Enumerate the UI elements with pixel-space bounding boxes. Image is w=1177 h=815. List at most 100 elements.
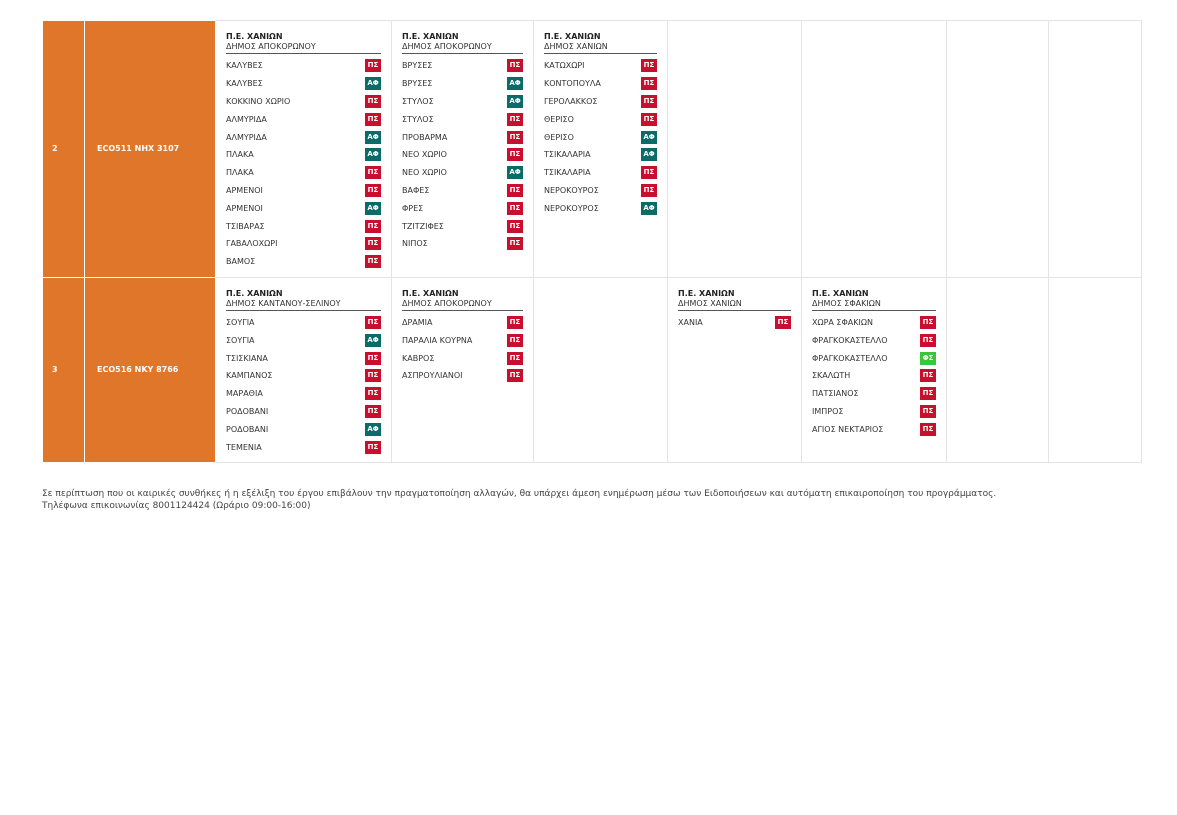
stop-name: ΒΑΦΕΣ <box>402 185 430 195</box>
stop: ΣΟΥΓΙΑ ΑΦ <box>226 331 381 349</box>
service-tag: ΠΣ <box>507 148 523 162</box>
route-group: Π.Ε. ΧΑΝΙΩΝ ΔΗΜΟΣ ΑΠΟΚΟΡΩΝΟΥ ΔΡΑΜΙΑ ΠΣ ΠΑΡΑΛ… <box>402 289 523 385</box>
service-tag: ΠΣ <box>920 422 936 436</box>
stop: ΝΕΟ ΧΩΡΙΟ ΑΦ <box>402 164 523 182</box>
stop: ΣΟΥΓΙΑ ΠΣ <box>226 314 381 332</box>
service-tag: ΠΣ <box>641 59 657 73</box>
municipality: ΔΗΜΟΣ ΧΑΝΙΩΝ <box>678 299 791 311</box>
stop-name: ΒΑΜΟΣ <box>226 257 256 267</box>
service-tag: ΑΦ <box>365 333 381 347</box>
municipality: ΔΗΜΟΣ ΑΠΟΚΟΡΩΝΟΥ <box>402 42 523 54</box>
route-group: Π.Ε. ΧΑΝΙΩΝ ΔΗΜΟΣ ΑΠΟΚΟΡΩΝΟΥ ΒΡΥΣΕΣ ΠΣ ΒΡΥΣΕ… <box>402 32 523 253</box>
service-tag: ΠΣ <box>507 351 523 365</box>
stop-name: ΤΕΜΕΝΙΑ <box>226 442 262 452</box>
service-tag: ΠΣ <box>641 183 657 197</box>
stop: ΚΑΜΠΑΝΟΣ ΠΣ <box>226 367 381 385</box>
service-tag: ΠΣ <box>641 112 657 126</box>
service-tag: ΑΦ <box>365 201 381 215</box>
service-tag: ΠΣ <box>365 59 381 73</box>
service-tag: ΑΦ <box>641 148 657 162</box>
route-group: Π.Ε. ΧΑΝΙΩΝ ΔΗΜΟΣ ΚΑΝΤΑΝΟΥ-ΣΕΛΙΝΟΥ ΣΟΥΓΙΑ Π… <box>226 289 381 456</box>
service-tag: ΠΣ <box>365 351 381 365</box>
service-tag: ΠΣ <box>920 333 936 347</box>
stop: ΦΡΑΓΚΟΚΑΣΤΕΛΛΟ ΠΣ <box>812 331 936 349</box>
service-tag: ΠΣ <box>507 315 523 329</box>
stop-name: ΦΡΑΓΚΟΚΑΣΤΕΛΛΟ <box>812 335 888 345</box>
stop-name: ΔΡΑΜΙΑ <box>402 317 433 327</box>
service-tag: ΠΣ <box>775 315 791 329</box>
stop-name: ΣΤΥΛΟΣ <box>402 114 434 124</box>
service-tag: ΠΣ <box>365 112 381 126</box>
stop: ΚΟΝΤΟΠΟΥΛΑ ΠΣ <box>544 75 657 93</box>
stop-name: ΒΡΥΣΕΣ <box>402 61 433 71</box>
service-tag: ΠΣ <box>920 404 936 418</box>
service-tag: ΠΣ <box>507 219 523 233</box>
stop: ΚΑΛΥΒΕΣ ΠΣ <box>226 57 381 75</box>
schedule-cell <box>667 20 802 278</box>
stop: ΤΕΜΕΝΙΑ ΠΣ <box>226 438 381 456</box>
stop: ΣΚΑΛΩΤΗ ΠΣ <box>812 367 936 385</box>
schedule-cell: Π.Ε. ΧΑΝΙΩΝ ΔΗΜΟΣ ΣΦΑΚΙΩΝ ΧΩΡΑ ΣΦΑΚΙΩΝ ΠΣ ΦΡ… <box>801 276 947 463</box>
schedule-cell: Π.Ε. ΧΑΝΙΩΝ ΔΗΜΟΣ ΑΠΟΚΟΡΩΝΟΥ ΒΡΥΣΕΣ ΠΣ ΒΡΥΣΕ… <box>391 20 534 278</box>
footer: Σε περίπτωση που οι καιρικές συνθήκες ή … <box>42 488 996 512</box>
stop-name: ΦΡΕΣ <box>402 203 424 213</box>
service-tag: ΠΣ <box>365 387 381 401</box>
stop: ΚΟΚΚΙΝΟ ΧΩΡΙΟ ΠΣ <box>226 93 381 111</box>
stop-name: ΠΑΡΑΛΙΑ ΚΟΥΡΝΑ <box>402 335 473 345</box>
stop-name: ΡΟΔΟΒΑΝΙ <box>226 424 269 434</box>
region: Π.Ε. ΧΑΝΙΩΝ <box>544 32 601 41</box>
schedule-cell: Π.Ε. ΧΑΝΙΩΝ ΔΗΜΟΣ ΑΠΟΚΟΡΩΝΟΥ ΔΡΑΜΙΑ ΠΣ ΠΑΡΑΛ… <box>391 276 534 463</box>
stop-name: ΑΓΙΟΣ ΝΕΚΤΑΡΙΟΣ <box>812 424 884 434</box>
table-row: 3 ECO516 NKY 8766 Π.Ε. ΧΑΝΙΩΝ ΔΗΜΟΣ ΚΑΝΤΑΝΟ… <box>42 276 1142 463</box>
stop-name: ΘΕΡΙΣΟ <box>544 132 574 142</box>
schedule-cell: Π.Ε. ΧΑΝΙΩΝ ΔΗΜΟΣ ΧΑΝΙΩΝ ΧΑΝΙΑ ΠΣ <box>667 276 802 463</box>
stop: ΣΤΥΛΟΣ ΑΦ <box>402 93 523 111</box>
stop-name: ΠΛΑΚΑ <box>226 150 254 160</box>
stop-name: ΓΑΒΑΛΟΧΩΡΙ <box>226 239 278 249</box>
stop: ΣΤΥΛΟΣ ΠΣ <box>402 110 523 128</box>
schedule-cell: Π.Ε. ΧΑΝΙΩΝ ΔΗΜΟΣ ΑΠΟΚΟΡΩΝΟΥ ΚΑΛΥΒΕΣ ΠΣ ΚΑΛΥ… <box>215 20 392 278</box>
stop-name: ΤΣΙΚΑΛΑΡΙΑ <box>544 168 591 178</box>
schedule-cell: Π.Ε. ΧΑΝΙΩΝ ΔΗΜΟΣ ΚΑΝΤΑΝΟΥ-ΣΕΛΙΝΟΥ ΣΟΥΓΙΑ Π… <box>215 276 392 463</box>
stop-name: ΠΑΤΣΙΑΝΟΣ <box>812 389 859 399</box>
stop-name: ΑΛΜΥΡΙΔΑ <box>226 114 267 124</box>
stop: ΚΑΒΡΟΣ ΠΣ <box>402 349 523 367</box>
stop-name: ΑΣΠΡΟΥΛΙΑΝΟΙ <box>402 371 463 381</box>
region: Π.Ε. ΧΑΝΙΩΝ <box>402 288 459 298</box>
service-tag: ΠΣ <box>641 166 657 180</box>
row-number: 2 <box>42 20 85 278</box>
stop: ΝΕΡΟΚΟΥΡΟΣ ΠΣ <box>544 182 657 200</box>
stop: ΝΕΟ ΧΩΡΙΟ ΠΣ <box>402 146 523 164</box>
stop-name: ΘΕΡΙΣΟ <box>544 114 574 124</box>
service-tag: ΑΦ <box>641 130 657 144</box>
stop-name: ΝΕΡΟΚΟΥΡΟΣ <box>544 203 599 213</box>
region: Π.Ε. ΧΑΝΙΩΝ <box>226 32 283 41</box>
service-tag: ΠΣ <box>365 237 381 251</box>
stop-name: ΜΑΡΑΘΙΑ <box>226 389 263 399</box>
service-tag: ΠΣ <box>507 369 523 383</box>
stop: ΘΕΡΙΣΟ ΑΦ <box>544 128 657 146</box>
region: Π.Ε. ΧΑΝΙΩΝ <box>402 32 459 41</box>
service-tag: ΠΣ <box>365 315 381 329</box>
stop: ΧΑΝΙΑ ΠΣ <box>678 314 791 332</box>
municipality: ΔΗΜΟΣ ΣΦΑΚΙΩΝ <box>812 299 936 311</box>
stop-name: ΡΟΔΟΒΑΝΙ <box>226 406 269 416</box>
service-tag: ΠΣ <box>920 315 936 329</box>
service-tag: ΠΣ <box>365 183 381 197</box>
route-group: Π.Ε. ΧΑΝΙΩΝ ΔΗΜΟΣ ΣΦΑΚΙΩΝ ΧΩΡΑ ΣΦΑΚΙΩΝ ΠΣ ΦΡ… <box>812 289 936 439</box>
stop-name: ΧΩΡΑ ΣΦΑΚΙΩΝ <box>812 317 873 327</box>
table-row: 2 ECO511 NHX 3107 Π.Ε. ΧΑΝΙΩΝ ΔΗΜΟΣ ΑΠΟΚΟΡΩ… <box>42 20 1142 278</box>
stop: ΝΕΡΟΚΟΥΡΟΣ ΑΦ <box>544 199 657 217</box>
row-number: 3 <box>42 277 85 463</box>
service-tag: ΑΦ <box>507 94 523 108</box>
service-tag: ΠΣ <box>365 255 381 269</box>
service-tag: ΠΣ <box>365 440 381 454</box>
service-tag: ΠΣ <box>365 219 381 233</box>
schedule-cell <box>1048 276 1142 463</box>
service-tag: ΑΦ <box>641 201 657 215</box>
stop-name: ΣΟΥΓΙΑ <box>226 335 255 345</box>
route-group: Π.Ε. ΧΑΝΙΩΝ ΔΗΜΟΣ ΧΑΝΙΩΝ ΚΑΤΩΧΩΡΙ ΠΣ ΚΟΝΤΟΠΟ… <box>544 32 657 217</box>
stop: ΠΛΑΚΑ ΑΦ <box>226 146 381 164</box>
stop-name: ΝΕΟ ΧΩΡΙΟ <box>402 150 447 160</box>
schedule-cell <box>946 20 1049 278</box>
